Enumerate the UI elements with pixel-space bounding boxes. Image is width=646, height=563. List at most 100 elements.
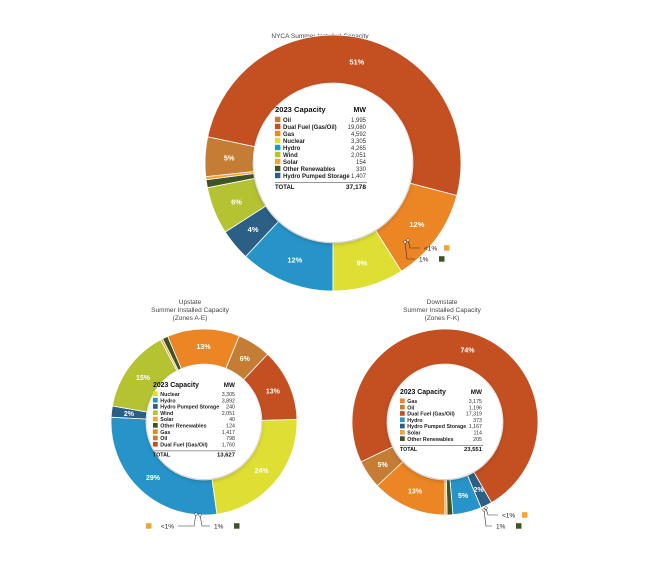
chart-title-line: (Zones F-K) (424, 315, 460, 322)
legend-swatch-wind (153, 410, 158, 416)
legend-swatch-oil (275, 116, 281, 123)
table-row-name: Hydro (283, 146, 301, 152)
legend-swatch-solar (153, 416, 158, 422)
donut-chart-0: 12% 4% 6% 5% 51% 12% 9% <1% 1% 2023 Capacity MW Oil… (204, 34, 462, 292)
table-row-value: 1,995 (351, 118, 367, 124)
table-row-name: Other Renewables (407, 437, 453, 443)
table-row-value: 798 (226, 436, 235, 442)
table-row-name: Hydro (407, 418, 423, 424)
table-total-label: TOTAL (400, 447, 418, 453)
slice-percent-label: 13% (197, 344, 212, 351)
capacity-table: 2023 Capacity MW Nuclear 3,305 Hydro 3,892Hyd… (153, 382, 236, 459)
donut-slice-dual-fuel-gas-oil (351, 328, 539, 504)
table-total-value: 37,178 (346, 184, 367, 191)
chart-title-line: Upstate (178, 299, 202, 306)
table-row-name: Solar (407, 431, 420, 437)
callout-label: 1% (419, 257, 429, 264)
slice-percent-label: 5% (458, 493, 469, 500)
slice-percent-label: 6% (240, 356, 251, 363)
legend-swatch-dual-fuel-gas-oil (153, 441, 158, 447)
table-row-name: Other Renewables (283, 167, 336, 173)
table-row-value: 3,175 (469, 399, 482, 405)
legend-swatch-gas (153, 429, 158, 434)
table-row-value: 3,305 (222, 392, 235, 398)
slice-percent-label: 74% (460, 347, 475, 354)
legend-swatch-wind (275, 151, 281, 158)
donut-chart-1: 29% 2% 15% 13% 6% 13% 24% 1% <1% 2023 Capacity MW N… (110, 328, 298, 531)
table-row-name: Oil (283, 118, 291, 124)
table-row-name: Wind (283, 153, 298, 159)
donut-slice-nuclear (211, 419, 298, 515)
legend-swatch-hydro (153, 397, 158, 403)
legend-swatch-hydro-pumped-storage (275, 172, 281, 179)
chart-title-line: Summer Installed Capacity (151, 307, 229, 314)
table-row-value: 17,319 (466, 412, 482, 418)
chart-title-downstate: Downstate Summer Installed Capacity (Zon… (342, 299, 542, 323)
slice-percent-label: 24% (255, 468, 270, 475)
callout-leader-line (404, 241, 415, 260)
table-header-title: 2023 Capacity (275, 105, 326, 114)
legend-swatch-oil (153, 435, 158, 441)
table-header-unit: MW (471, 389, 482, 396)
chart-title-line: Downstate (426, 299, 458, 306)
table-header-title: 2023 Capacity (153, 382, 199, 389)
table-row-name: Oil (160, 436, 168, 442)
table-row-value: 4,592 (351, 132, 367, 138)
callout-leader-line (407, 239, 420, 249)
legend-swatch-other-renewables (153, 423, 158, 428)
table-row-value: 205 (473, 437, 482, 443)
callout-color-swatch (439, 256, 445, 262)
table-row-value: 3,892 (222, 398, 235, 404)
table-row-name: Gas (407, 399, 417, 405)
slice-percent-label: 12% (409, 220, 424, 229)
donut-slice-dual-fuel-gas-oil (207, 34, 462, 196)
table-header-unit: MW (224, 382, 235, 389)
table-row-name: Other Renewables (160, 424, 206, 430)
chart-title-line: (Zones A-E) (172, 315, 208, 322)
legend-swatch-other-renewables (400, 436, 405, 441)
donut-slice-nuclear (332, 230, 402, 292)
table-row-value: 4,265 (351, 146, 367, 152)
table-row-name: Gas (283, 132, 295, 138)
callout-color-swatch (444, 245, 450, 251)
callout-label: 1% (214, 524, 224, 531)
callout-dot (198, 513, 202, 517)
table-row-value: 373 (473, 418, 482, 424)
slice-percent-label: 2% (124, 411, 135, 418)
table-row-value: 40 (229, 417, 235, 423)
callout-color-swatch (516, 523, 522, 529)
legend-swatch-oil (400, 404, 405, 410)
table-total-value: 23,551 (464, 447, 483, 453)
table-row-value: 3,305 (351, 139, 367, 145)
callout-leader-line (199, 514, 210, 527)
callout-color-swatch (522, 512, 528, 518)
slice-percent-label: 5% (224, 153, 235, 162)
callout-dot (484, 506, 488, 510)
table-row-value: 114 (474, 431, 482, 437)
table-row-name: Nuclear (160, 392, 179, 398)
slice-percent-label: 5% (378, 462, 389, 469)
slice-percent-label: 9% (356, 259, 367, 268)
slice-percent-label: 51% (349, 57, 364, 66)
table-row-name: Dual Fuel (Gas/Oil) (407, 412, 455, 418)
capacity-table: 2023 Capacity MW Gas 3,175 Oil 1,196 Dual Fuel… (400, 389, 483, 453)
slice-percent-label: 13% (408, 489, 423, 496)
legend-swatch-dual-fuel-gas-oil (275, 123, 281, 130)
table-row-value: 124 (226, 424, 235, 430)
legend-swatch-solar (275, 158, 281, 165)
slice-percent-label: 13% (266, 389, 281, 396)
table-row-value: 1,167 (469, 424, 482, 430)
callout-dot (403, 240, 407, 244)
table-header-title: 2023 Capacity (400, 389, 446, 396)
legend-swatch-hydro-pumped-storage (153, 404, 158, 409)
table-row-value: 1,417 (222, 430, 235, 436)
callout-color-swatch (234, 523, 240, 529)
table-row-name: Dual Fuel (Gas/Oil) (160, 442, 208, 448)
table-row-value: 1,196 (469, 405, 482, 411)
legend-swatch-hydro (275, 144, 281, 151)
slice-percent-label: 15% (136, 375, 151, 382)
table-row-value: 1,760 (222, 442, 235, 448)
donut-center-disk (388, 365, 502, 479)
capacity-table: 2023 Capacity MW Oil 1,995 Dual Fuel (Gas/Oi… (275, 105, 367, 191)
